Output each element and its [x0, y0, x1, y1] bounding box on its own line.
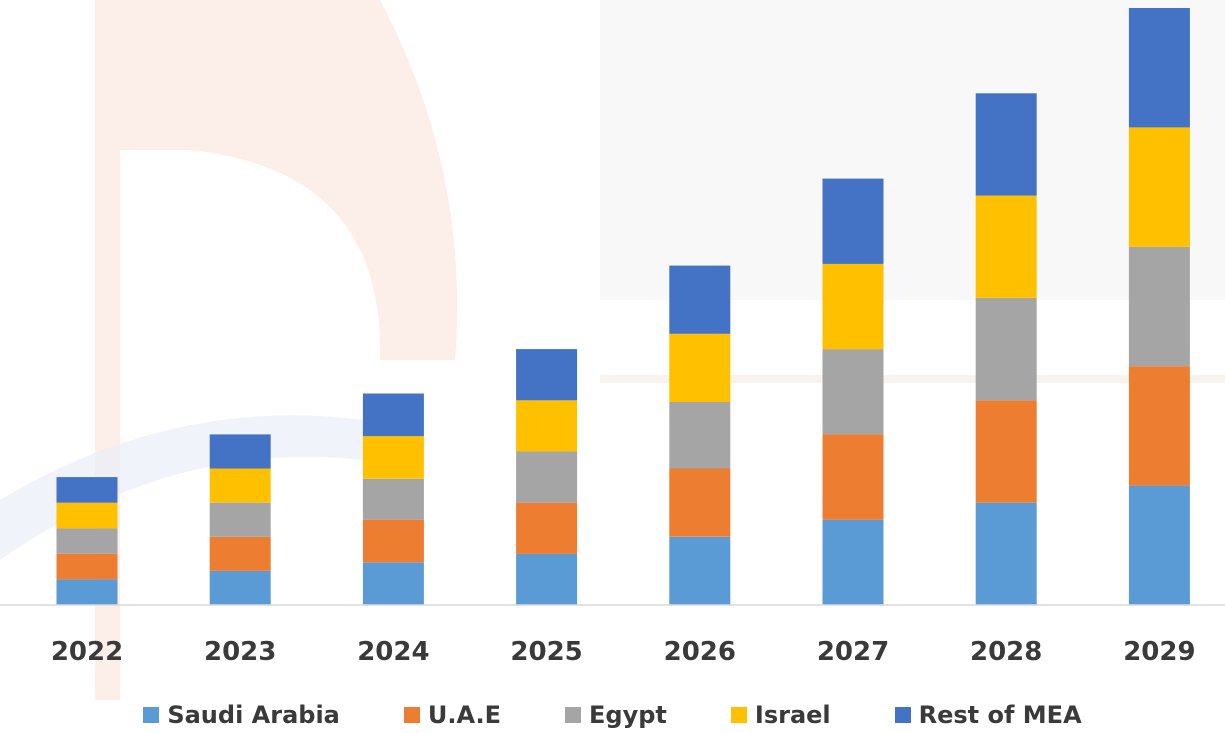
- bar-segment-2023-egypt: [209, 502, 271, 537]
- bar-segment-2026-saudi-arabia: [669, 536, 731, 605]
- legend-swatch: [565, 707, 582, 723]
- x-tick-label-2025: 2025: [510, 637, 582, 667]
- bar-segment-2022-rest-of-mea: [56, 477, 118, 503]
- bar-segment-2024-u-a-e: [362, 519, 424, 563]
- bar-segment-2026-egypt: [669, 402, 731, 469]
- legend-swatch: [894, 707, 911, 723]
- legend-item-israel: Israel: [730, 701, 831, 729]
- x-tick-label-2022: 2022: [51, 637, 123, 667]
- legend-label: Rest of MEA: [918, 701, 1082, 729]
- legend-swatch: [143, 707, 160, 723]
- bar-segment-2024-rest-of-mea: [362, 393, 424, 437]
- legend-label: U.A.E: [427, 701, 502, 729]
- bar-segment-2024-saudi-arabia: [362, 562, 424, 605]
- x-tick-label-2024: 2024: [357, 637, 429, 667]
- bar-segment-2022-saudi-arabia: [56, 579, 118, 605]
- x-tick-label-2028: 2028: [970, 637, 1042, 667]
- bar-segment-2026-israel: [669, 333, 731, 402]
- legend-item-saudi-arabia: Saudi Arabia: [143, 701, 340, 729]
- bar-segment-2027-saudi-arabia: [822, 519, 884, 605]
- bar-segment-2028-egypt: [975, 298, 1037, 401]
- bar-segment-2024-egypt: [362, 478, 424, 520]
- bar-segment-2028-u-a-e: [975, 400, 1037, 503]
- plot-area: 2022 2023 2024 2025 2026 2027 2028 2029: [0, 8, 1225, 667]
- legend-item-rest-of-mea: Rest of MEA: [894, 701, 1082, 729]
- bar-segment-2025-u-a-e: [516, 502, 578, 554]
- x-tick-label-2026: 2026: [664, 637, 736, 667]
- bar-segment-2023-saudi-arabia: [209, 570, 271, 605]
- bar-segment-2023-u-a-e: [209, 536, 271, 571]
- bar-segment-2025-egypt: [516, 451, 578, 503]
- bar-segment-2022-egypt: [56, 528, 118, 554]
- x-tick-label-2023: 2023: [204, 637, 276, 667]
- legend-item-egypt: Egypt: [565, 701, 667, 729]
- bar-segment-2026-u-a-e: [669, 468, 731, 537]
- x-tick-labels: 2022 2023 2024 2025 2026 2027 2028 2029: [51, 637, 1196, 667]
- legend-swatch: [730, 707, 747, 723]
- x-tick-label-2029: 2029: [1123, 637, 1195, 667]
- bar-segment-2029-egypt: [1128, 246, 1190, 367]
- bar-segment-2027-egypt: [822, 349, 884, 435]
- legend-label: Israel: [754, 701, 831, 729]
- bar-segment-2022-u-a-e: [56, 553, 118, 580]
- bar-segment-2023-israel: [209, 468, 271, 503]
- bar-segment-2027-u-a-e: [822, 434, 884, 520]
- legend-item-uae: U.A.E: [403, 701, 502, 729]
- bar-segment-2028-israel: [975, 195, 1037, 298]
- bar-segment-2025-rest-of-mea: [516, 349, 578, 401]
- bar-segment-2022-israel: [56, 502, 118, 529]
- legend: Saudi Arabia U.A.E Egypt Israel Rest of …: [0, 700, 1225, 730]
- bar-segment-2025-saudi-arabia: [516, 553, 578, 605]
- bars-layer: [56, 8, 1190, 605]
- bar-segment-2029-rest-of-mea: [1128, 8, 1190, 128]
- legend-label: Saudi Arabia: [167, 701, 340, 729]
- bar-segment-2029-u-a-e: [1128, 366, 1190, 486]
- bar-segment-2029-saudi-arabia: [1128, 485, 1190, 605]
- bar-segment-2024-israel: [362, 436, 424, 479]
- bar-segment-2027-israel: [822, 263, 884, 350]
- legend-swatch: [403, 707, 420, 723]
- bar-segment-2028-saudi-arabia: [975, 502, 1037, 605]
- bar-segment-2023-rest-of-mea: [209, 434, 271, 469]
- bar-segment-2029-israel: [1128, 127, 1190, 247]
- bar-segment-2026-rest-of-mea: [669, 265, 731, 334]
- bar-segment-2025-israel: [516, 400, 578, 452]
- x-tick-label-2027: 2027: [817, 637, 889, 667]
- bar-segment-2027-rest-of-mea: [822, 178, 884, 264]
- legend-label: Egypt: [589, 701, 667, 729]
- bar-segment-2028-rest-of-mea: [975, 93, 1037, 196]
